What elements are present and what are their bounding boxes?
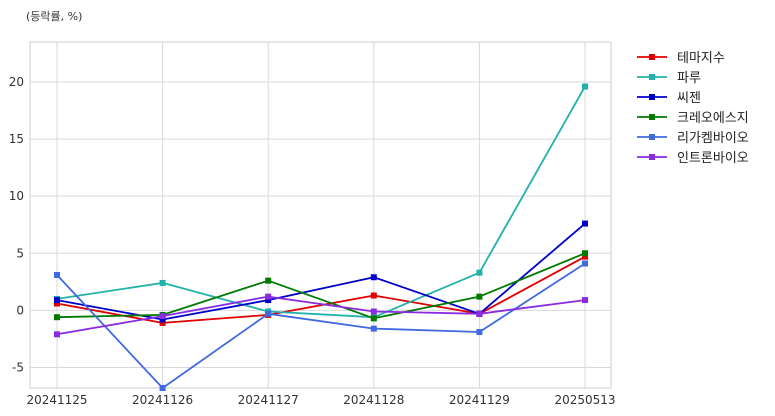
data-point [582,220,588,227]
data-point [476,310,483,317]
legend-entry: 인트론바이오 [637,151,749,166]
legend-label: 크레오에스지 [677,111,749,126]
y-tick-label: 5 [16,246,24,260]
data-point [370,308,377,315]
y-unit-label: (등락률, %) [26,10,82,23]
y-tick-label: -5 [12,360,24,374]
legend-label: 인트론바이오 [677,151,749,166]
x-tick-label: 20241129 [449,393,510,407]
series-line [56,86,586,319]
x-tick-label: 20241127 [238,393,299,407]
data-point [370,325,377,332]
data-point [370,274,377,281]
data-point [582,297,588,304]
legend-swatch-marker [649,74,655,80]
x-tick-label: 20241128 [343,393,404,407]
series-4 [54,260,588,391]
y-tick-label: 20 [9,75,24,89]
legend-swatch-marker [649,54,655,60]
legend-entry: 씨젠 [637,91,701,106]
data-point [370,292,377,299]
series-5 [54,293,588,338]
data-point [54,271,60,278]
data-point [159,319,166,326]
series-line [56,252,586,320]
series-line [56,295,586,336]
data-point [159,313,166,320]
data-point [476,329,483,336]
data-point [582,260,588,267]
x-tick-label: 20241126 [132,393,193,407]
legend-entry: 리가켐바이오 [637,131,749,146]
data-point [265,293,272,300]
x-tick-label: 20241125 [26,393,87,407]
plot-area [29,41,612,389]
series-2 [54,220,588,323]
legend-entry: 크레오에스지 [637,111,749,126]
data-point [265,297,272,304]
gridlines [30,42,611,388]
legend-swatch-marker [649,154,655,160]
data-point [582,253,588,260]
legend-entry: 테마지수 [637,51,725,66]
series-layer [54,83,588,391]
series-line [56,255,586,324]
legend-label: 씨젠 [677,91,701,106]
data-point [54,314,60,321]
data-point [476,269,483,276]
data-point [582,83,588,90]
legend-swatch-marker [649,134,655,140]
data-point [54,297,60,304]
y-tick-label: 10 [9,189,24,203]
data-point [159,279,166,286]
x-axis: 20241125 20241126 20241127 20241128 20241129… [26,393,615,407]
legend-label: 파루 [677,71,701,86]
legend-swatch-marker [649,114,655,120]
legend-entry: 파루 [637,71,701,86]
data-point [159,385,166,391]
data-point [54,300,60,307]
y-tick-label: 15 [9,132,24,146]
series-line [56,262,586,389]
data-point [159,316,166,323]
legend-swatch-marker [649,94,655,100]
data-point [54,331,60,338]
data-point [265,277,272,284]
series-line [56,222,586,321]
legend-label: 테마지수 [677,51,725,66]
data-point [582,250,588,257]
legend-label: 리가켐바이오 [677,131,749,146]
data-point [370,315,377,322]
y-tick-label: 0 [16,303,24,317]
y-axis: -5 0 5 10 15 20 [9,75,24,374]
data-point [476,293,483,300]
x-tick-label: 20250513 [554,393,615,407]
data-point [265,310,272,317]
